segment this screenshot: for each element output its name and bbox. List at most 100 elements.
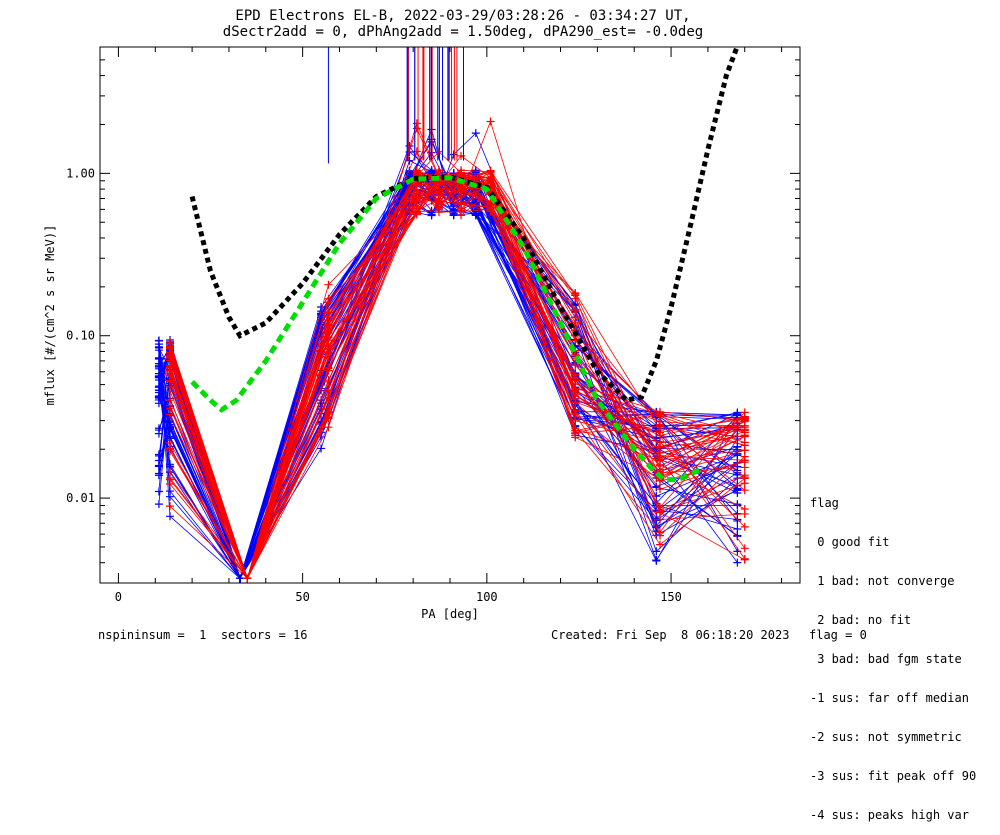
data-point bbox=[449, 211, 458, 220]
spectrum-line bbox=[158, 172, 738, 580]
data-point bbox=[486, 117, 495, 126]
legend-item: -3 sus: fit peak off 90 bbox=[810, 769, 977, 783]
legend-item: 3 bad: bad fgm state bbox=[810, 652, 962, 666]
data-point bbox=[733, 410, 742, 419]
data-point bbox=[154, 343, 163, 352]
data-point bbox=[243, 574, 252, 583]
data-point bbox=[471, 129, 480, 138]
data-point bbox=[412, 193, 421, 202]
x-tick-label: 150 bbox=[660, 590, 682, 604]
spectrum-line bbox=[158, 172, 738, 580]
spectrum-line bbox=[158, 173, 738, 580]
data-point bbox=[740, 431, 749, 440]
legend-item: -1 sus: far off median bbox=[810, 691, 969, 705]
spectrum-line bbox=[169, 169, 745, 580]
data-point bbox=[571, 306, 580, 315]
data-point bbox=[166, 487, 174, 496]
data-point bbox=[412, 124, 421, 133]
data-point bbox=[740, 522, 749, 531]
data-point bbox=[154, 336, 163, 345]
data-point bbox=[571, 433, 580, 442]
data-point bbox=[405, 156, 414, 165]
legend-item: 2 bad: no fit bbox=[810, 613, 912, 627]
data-point bbox=[166, 383, 174, 392]
data-point bbox=[486, 204, 495, 213]
data-point bbox=[317, 444, 326, 453]
data-point bbox=[740, 456, 749, 465]
data-point bbox=[740, 473, 749, 482]
axis-layer: 0 50 100 150 0.01 0.10 1.00 bbox=[66, 46, 800, 604]
x-tick-label: 0 bbox=[115, 590, 122, 604]
data-point bbox=[166, 361, 174, 370]
spectrum-line bbox=[158, 173, 738, 580]
data-point bbox=[166, 438, 174, 447]
data-point bbox=[434, 186, 443, 195]
data-point bbox=[656, 417, 664, 426]
x-tick-label: 100 bbox=[476, 590, 498, 604]
y-tick-label: 0.10 bbox=[66, 329, 95, 343]
data-point bbox=[733, 509, 742, 518]
data-point bbox=[166, 473, 174, 482]
spectrum-line bbox=[158, 176, 738, 580]
spectrum-line bbox=[169, 177, 745, 580]
legend-item: -2 sus: not symmetric bbox=[810, 730, 962, 744]
spectrum-line bbox=[169, 177, 745, 580]
data-point bbox=[449, 150, 458, 159]
legend-item: -4 sus: peaks high var bbox=[810, 808, 969, 822]
x-axis-label: PA [deg] bbox=[421, 607, 479, 621]
data-point bbox=[740, 421, 749, 430]
spectrum-line bbox=[158, 173, 738, 580]
spectrum-line bbox=[158, 175, 738, 580]
spectrum-line bbox=[158, 176, 738, 580]
data-point bbox=[166, 342, 174, 351]
spectrum-line bbox=[158, 173, 738, 580]
spectrum-line bbox=[158, 171, 738, 580]
footer-nspin: nspininsum = 1 sectors = 16 bbox=[98, 628, 308, 642]
y-tick-label: 0.01 bbox=[66, 491, 95, 505]
data-point bbox=[571, 379, 580, 388]
spectrum-line bbox=[158, 173, 738, 580]
data-point bbox=[571, 416, 580, 425]
data-point bbox=[733, 558, 742, 567]
data-point bbox=[324, 312, 333, 321]
data-point bbox=[740, 509, 749, 518]
spectrum-line bbox=[158, 184, 738, 580]
data-point bbox=[571, 361, 580, 370]
y-axis-label: mflux [#/(cm^2 s sr MeV)] bbox=[43, 225, 57, 406]
chart-title-line2: dSectr2add = 0, dPhAng2add = 1.50deg, dP… bbox=[222, 24, 704, 40]
data-point bbox=[740, 555, 749, 564]
data-point bbox=[486, 167, 495, 176]
data-point bbox=[740, 486, 749, 495]
data-point bbox=[434, 198, 443, 207]
model-curve bbox=[189, 47, 740, 404]
data-point bbox=[740, 414, 749, 423]
model-layer bbox=[189, 47, 740, 483]
spectrum-line bbox=[158, 177, 738, 580]
data-point bbox=[656, 461, 664, 470]
spectrum-line bbox=[158, 175, 738, 580]
spectrum-line bbox=[169, 174, 745, 580]
data-point bbox=[154, 429, 163, 438]
spectrum-line bbox=[169, 151, 745, 580]
data-point bbox=[656, 528, 664, 537]
data-point bbox=[427, 210, 436, 219]
spectrum-line bbox=[169, 175, 746, 580]
data-point bbox=[486, 179, 495, 188]
data-point bbox=[656, 407, 664, 416]
data-point bbox=[652, 547, 661, 556]
spectrum-line bbox=[169, 175, 745, 580]
spectrum-line bbox=[158, 175, 738, 580]
spectrum-line bbox=[158, 174, 738, 580]
x-tick-label: 50 bbox=[295, 590, 309, 604]
data-point bbox=[324, 376, 333, 385]
spectrum-line bbox=[158, 185, 738, 580]
data-point bbox=[656, 428, 664, 437]
data-point bbox=[457, 182, 466, 191]
data-point bbox=[324, 423, 333, 432]
spectrum-line bbox=[158, 173, 738, 580]
data-point bbox=[412, 181, 421, 190]
spectrum-line bbox=[158, 172, 738, 580]
data-point bbox=[434, 165, 443, 174]
data-point bbox=[656, 485, 664, 494]
data-layer bbox=[154, 47, 749, 583]
